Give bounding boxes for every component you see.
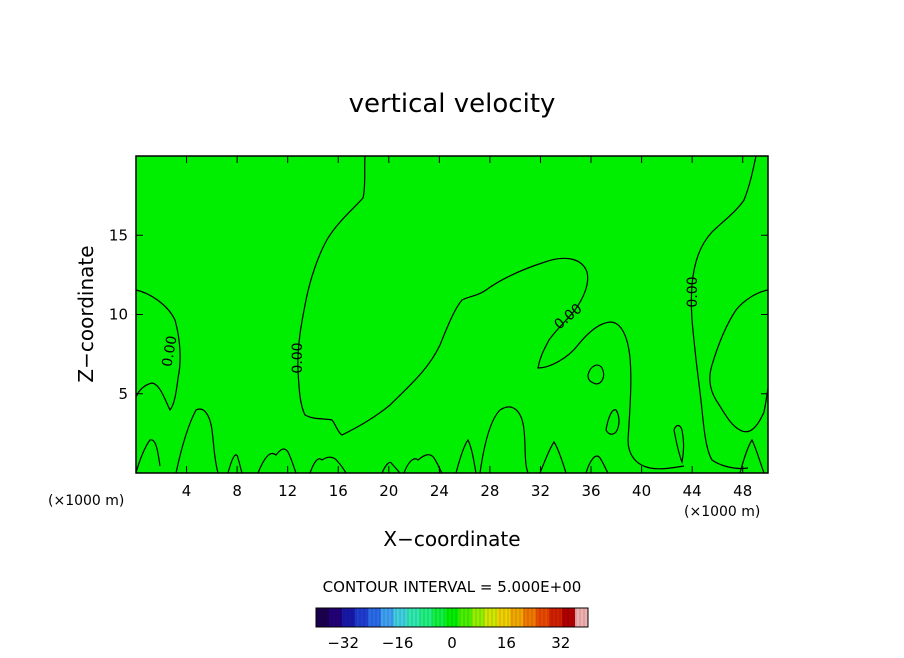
- contour-interval-text: CONTOUR INTERVAL = 5.000E+00: [323, 578, 582, 596]
- colorbar-swatch: [341, 608, 356, 627]
- colorbar-swatch: [328, 608, 343, 627]
- colorbar: [316, 608, 589, 627]
- contour-line: [585, 455, 609, 474]
- x-tick-label: 40: [632, 482, 651, 500]
- colorbar-swatch: [458, 608, 472, 627]
- x-unit-left: (×1000 m): [48, 493, 124, 509]
- colorbar-swatch: [432, 608, 447, 627]
- contour-label: 0.00: [685, 276, 701, 307]
- contour-label: 0.00: [159, 335, 180, 368]
- colorbar-swatch: [316, 608, 330, 627]
- x-tick-label: 16: [329, 482, 348, 500]
- contour-line: [227, 454, 243, 474]
- x-axis: 4 8 12 16 20 24 28 32 36 40 44 48: [182, 156, 752, 500]
- colorbar-swatch: [393, 608, 408, 627]
- x-axis-label: X−coordinate: [383, 527, 520, 551]
- contour-line: [135, 289, 181, 412]
- colorbar-swatch: [497, 608, 511, 627]
- x-tick-label: 8: [232, 482, 242, 500]
- contour-line: [455, 438, 477, 474]
- colorbar-swatch: [380, 608, 395, 627]
- colorbar-swatch: [419, 608, 434, 627]
- colorbar-swatch: [510, 608, 524, 627]
- colorbar-tick-label: 0: [447, 634, 457, 652]
- contour-line: [673, 424, 685, 465]
- contour-line: [479, 406, 529, 474]
- chart-title: vertical velocity: [349, 89, 556, 119]
- y-axis-label: Z−coordinate: [74, 245, 98, 382]
- contour-line: [309, 456, 347, 474]
- x-tick-label: 36: [581, 482, 600, 500]
- colorbar-tick-label: −32: [327, 634, 359, 652]
- colorbar-swatch: [406, 608, 421, 627]
- y-tick-label: 5: [118, 385, 128, 403]
- colorbar-swatch: [354, 608, 369, 627]
- contour-line: [739, 438, 765, 474]
- contour-line: [605, 409, 620, 435]
- x-unit-right: (×1000 m): [684, 504, 760, 520]
- colorbar-swatch: [367, 608, 382, 627]
- colorbar-swatch: [549, 608, 563, 627]
- x-tick-label: 24: [430, 482, 449, 500]
- colorbar-swatch: [445, 608, 459, 627]
- contour-line: [175, 408, 219, 474]
- contour-line: [297, 155, 685, 470]
- colorbar-ticks: −32 −16 0 16 32: [327, 634, 570, 652]
- colorbar-swatch: [484, 608, 498, 627]
- contour-line: [381, 461, 401, 474]
- colorbar-swatch: [575, 608, 589, 627]
- contour-line: [403, 454, 443, 474]
- contour-line: [539, 440, 567, 474]
- colorbar-frame: [315, 607, 589, 628]
- colorbar-tick-label: 16: [497, 634, 516, 652]
- colorbar-swatch: [562, 608, 576, 627]
- plot-area: [136, 156, 768, 473]
- y-axis: 5 10 15: [109, 226, 768, 403]
- contour-line: [690, 155, 757, 470]
- contour-line: [135, 439, 161, 474]
- colorbar-tick-label: −16: [382, 634, 414, 652]
- y-tick-label: 15: [109, 226, 128, 244]
- colorbar-swatch: [471, 608, 485, 627]
- contour-line: [709, 289, 769, 433]
- x-tick-label: 20: [379, 482, 398, 500]
- x-tick-label: 4: [182, 482, 192, 500]
- contour-line: [587, 364, 605, 385]
- contour-lines: [135, 155, 769, 474]
- x-tick-label: 44: [683, 482, 702, 500]
- contour-label: 0.00: [290, 342, 306, 373]
- x-tick-label: 48: [733, 482, 752, 500]
- x-tick-label: 32: [531, 482, 550, 500]
- y-tick-label: 10: [109, 306, 128, 324]
- colorbar-swatch: [523, 608, 537, 627]
- x-tick-label: 12: [278, 482, 297, 500]
- contour-line: [257, 448, 297, 474]
- colorbar-tick-label: 32: [551, 634, 570, 652]
- colorbar-swatch: [536, 608, 550, 627]
- x-tick-label: 28: [480, 482, 499, 500]
